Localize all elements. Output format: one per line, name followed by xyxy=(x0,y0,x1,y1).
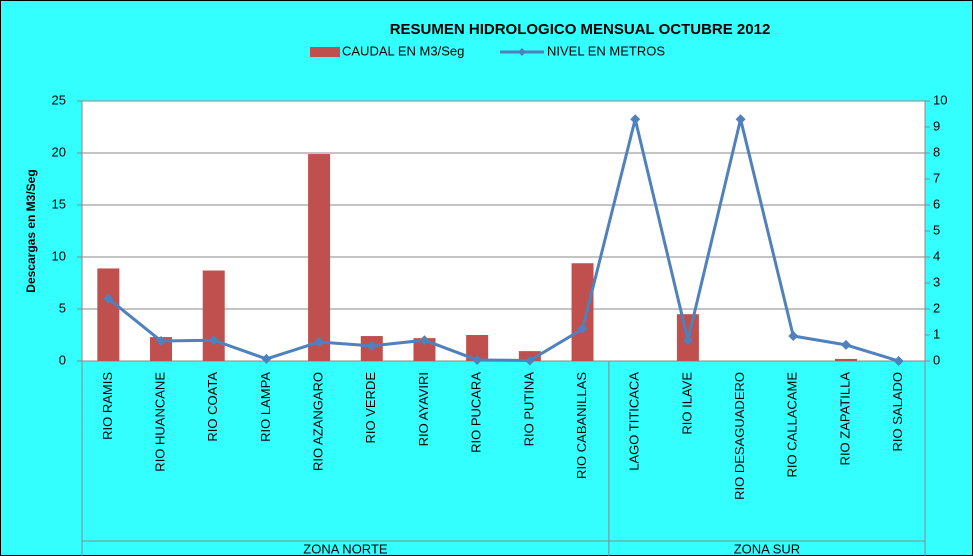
x-tick-label: RIO RAMIS xyxy=(100,372,115,440)
x-tick-label: RIO AZANGARO xyxy=(311,372,326,471)
marker xyxy=(261,353,272,364)
group-label: ZONA NORTE xyxy=(303,541,388,556)
bar xyxy=(571,263,594,361)
y-axis-label: Descargas en M3/Seg xyxy=(24,169,38,292)
marker xyxy=(208,335,219,346)
bar xyxy=(97,268,120,361)
x-tick-label: RIO CALLACAME xyxy=(785,372,800,478)
marker xyxy=(524,355,535,366)
marker xyxy=(314,337,325,348)
marker xyxy=(682,335,693,346)
marker xyxy=(472,354,483,365)
x-tick-label: RIO SALADO xyxy=(890,372,905,451)
marker xyxy=(156,335,167,346)
x-tick-label: RIO PUCARA xyxy=(469,372,484,453)
group-label: ZONA SUR xyxy=(734,541,800,556)
legend-swatch xyxy=(310,47,340,57)
marker xyxy=(788,331,799,342)
marker xyxy=(840,339,851,350)
y2-tick-label: 2 xyxy=(933,300,940,315)
legend-label: CAUDAL EN M3/Seg xyxy=(342,43,464,58)
x-tick-label: RIO PUTINA xyxy=(521,372,536,447)
y-tick-label: 0 xyxy=(59,352,66,367)
legend-marker xyxy=(518,48,526,56)
legend-label: NIVEL EN METROS xyxy=(547,43,665,58)
bar xyxy=(466,335,489,361)
x-tick-label: RIO HUANCANE xyxy=(152,372,167,472)
y2-tick-label: 3 xyxy=(933,274,940,289)
x-tick-label: RIO AYAVIRI xyxy=(416,372,431,446)
marker xyxy=(366,340,377,351)
marker xyxy=(577,324,588,335)
marker xyxy=(630,114,641,125)
x-tick-label: RIO COATA xyxy=(205,372,220,442)
x-tick-label: LAGO TITICACA xyxy=(627,372,642,471)
x-tick-label: RIO LAMPA xyxy=(258,372,273,442)
x-tick-label: RIO ZAPATILLA xyxy=(837,372,852,466)
x-tick-label: RIO DESAGUADERO xyxy=(732,372,747,500)
y-tick-label: 20 xyxy=(52,144,66,159)
y2-tick-label: 0 xyxy=(933,352,940,367)
chart-title: RESUMEN HIDROLOGICO MENSUAL OCTUBRE 2012 xyxy=(390,21,771,38)
x-tick-label: RIO CABANILLAS xyxy=(574,372,589,479)
line xyxy=(107,118,900,363)
y-tick-label: 5 xyxy=(59,300,66,315)
y2-tick-label: 8 xyxy=(933,144,940,159)
y-tick-label: 25 xyxy=(52,92,66,107)
y2-tick-label: 7 xyxy=(933,170,940,185)
y2-tick-label: 10 xyxy=(933,92,947,107)
y2-tick-label: 5 xyxy=(933,222,940,237)
marker xyxy=(893,356,904,366)
x-tick-label: RIO VERDE xyxy=(363,372,378,444)
y2-tick-label: 9 xyxy=(933,118,940,133)
y-tick-label: 15 xyxy=(52,196,66,211)
y2-tick-label: 4 xyxy=(933,248,940,263)
bar xyxy=(308,154,331,361)
bar xyxy=(834,358,857,361)
y-tick-label: 10 xyxy=(52,248,66,263)
marker xyxy=(735,114,746,125)
marker xyxy=(103,293,114,304)
y2-tick-label: 6 xyxy=(933,196,940,211)
x-tick-label: RIO ILAVE xyxy=(679,372,694,435)
y2-tick-label: 1 xyxy=(933,326,940,341)
bar xyxy=(150,337,173,361)
marker xyxy=(419,335,430,346)
bar xyxy=(202,270,225,361)
